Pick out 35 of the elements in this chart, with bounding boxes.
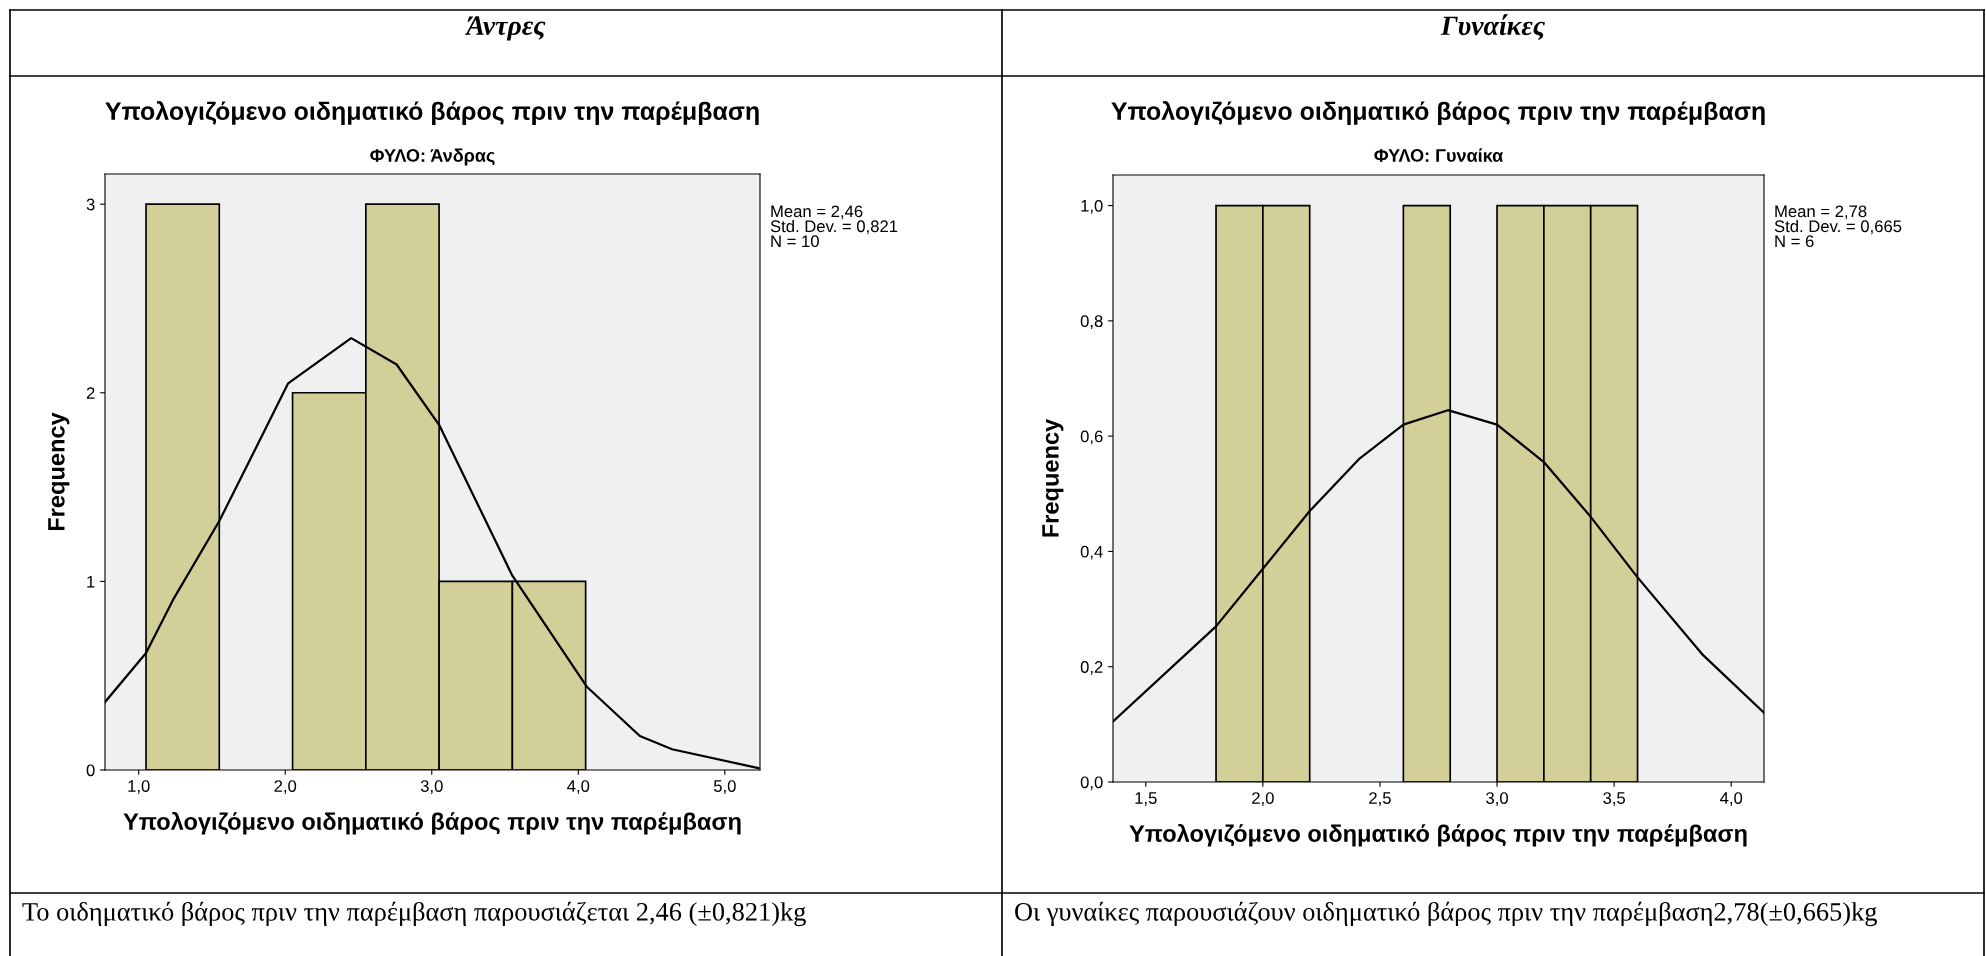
text: Οι γυναίκες παρουσιάζουν οιδηματικό βάρος πριν την παρέμβαση2,78(±0,665)kg	[1015, 901, 1877, 927]
y-tick-label: 3	[86, 198, 95, 211]
y-tick-label: 0,2	[1080, 661, 1103, 675]
x-tick-label: 2,5	[1369, 792, 1391, 806]
x-axis-title: Υπολογιζόμενο οιδηματικό βάρος πριν την παρέμβαση	[123, 811, 741, 835]
x-tick-label: 5,0	[713, 780, 736, 794]
y-tick-label: 0,8	[1080, 315, 1103, 330]
y-tick-label: 0	[86, 764, 95, 777]
x-tick-label: 2,0	[274, 780, 297, 794]
y-axis-title: Frequency	[1042, 418, 1064, 537]
text: Άντρες	[464, 16, 546, 41]
chart-subtitle: ΦΥΛΟ: Άνδρας	[370, 148, 495, 166]
text: Mean = 2,46 Std. Dev. = 0,821 N = 10	[770, 205, 898, 248]
x-tick-label: 3,5	[1603, 792, 1626, 806]
x-tick-label: 2,0	[1252, 792, 1274, 806]
x-tick-label: 4,0	[567, 780, 590, 794]
chart-title: Υπολογιζόμενο οιδηματικό βάρος πριν την παρέμβαση	[1111, 101, 1765, 125]
text: Mean = 2,78 Std. Dev. = 0,665 N = 6	[1774, 205, 1902, 248]
y-tick-label: 1	[87, 575, 95, 588]
y-tick-label: 0,4	[1080, 545, 1103, 560]
x-tick-label: 3,0	[420, 780, 443, 794]
x-axis-title: Υπολογιζόμενο οιδηματικό βάρος πριν την παρέμβαση	[1129, 823, 1747, 847]
y-tick-label: 0,0	[1080, 776, 1103, 791]
x-tick-label: 1,0	[128, 780, 150, 794]
x-tick-label: 1,5	[1135, 792, 1157, 806]
y-tick-label: 0,6	[1080, 430, 1103, 445]
y-tick-label: 2	[86, 387, 95, 399]
text: Γυναίκες	[1440, 14, 1545, 40]
chart-title: Υπολογιζόμενο οιδηματικό βάρος πριν την παρέμβαση	[105, 101, 759, 125]
text: Το οιδηματικό βάρος πριν την παρέμβαση παρουσιάζεται 2,46 (±0,821)kg	[22, 901, 806, 927]
y-tick-label: 1,0	[1081, 199, 1103, 214]
chart-subtitle: ΦΥΛΟ: Γυναίκα	[1374, 148, 1504, 162]
x-tick-label: 3,0	[1486, 792, 1508, 806]
x-tick-label: 4,0	[1720, 792, 1743, 806]
y-axis-title: Frequency	[48, 412, 70, 531]
